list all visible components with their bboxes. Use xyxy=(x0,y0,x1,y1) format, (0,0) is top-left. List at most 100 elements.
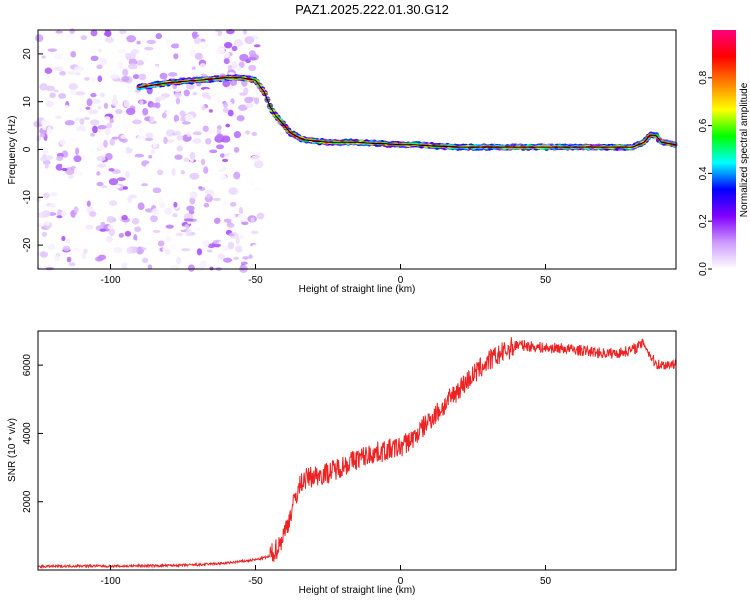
noise-blob xyxy=(243,87,249,95)
y-tick-label: 4000 xyxy=(22,422,33,445)
noise-blob xyxy=(176,135,184,141)
noise-blob xyxy=(225,213,236,221)
noise-blob xyxy=(101,184,108,189)
noise-blob xyxy=(219,153,225,158)
noise-blob xyxy=(97,163,107,168)
noise-blob xyxy=(60,210,67,217)
noise-blob xyxy=(75,147,80,156)
colorbar-ticks: 0.0 0.2 0.4 0.6 0.8 xyxy=(698,70,712,276)
noise-blob xyxy=(51,176,60,182)
noise-blob xyxy=(179,226,187,230)
noise-blob xyxy=(201,104,206,111)
noise-blob xyxy=(252,72,263,78)
noise-blob xyxy=(121,214,128,221)
noise-blob xyxy=(69,28,75,34)
noise-blob xyxy=(47,243,56,250)
noise-blob xyxy=(111,98,119,107)
noise-blob xyxy=(104,128,111,136)
noise-blob xyxy=(97,75,103,83)
noise-blob xyxy=(90,55,99,62)
noise-blob xyxy=(147,71,157,78)
noise-blob xyxy=(193,37,202,45)
snr-plot-area xyxy=(38,331,676,570)
noise-blob xyxy=(55,115,62,120)
noise-blob xyxy=(44,67,53,74)
noise-blob xyxy=(242,144,248,151)
noise-blob xyxy=(126,224,132,231)
noise-blob xyxy=(111,136,119,140)
noise-blob xyxy=(212,197,221,201)
noise-blob xyxy=(127,63,138,70)
noise-blob xyxy=(141,183,149,187)
noise-blob xyxy=(137,202,145,211)
noise-blob xyxy=(54,255,60,261)
y-tick-label: -20 xyxy=(22,237,33,252)
noise-blob xyxy=(125,146,133,154)
noise-blob xyxy=(124,230,132,237)
noise-blob xyxy=(75,213,82,220)
noise-blob xyxy=(184,114,194,123)
noise-blob xyxy=(109,138,115,146)
noise-blob xyxy=(231,61,238,70)
noise-blob xyxy=(225,123,231,128)
noise-blob xyxy=(183,89,190,97)
noise-blob xyxy=(253,160,264,169)
noise-blob xyxy=(164,248,171,255)
noise-blob xyxy=(83,76,91,81)
noise-blob xyxy=(123,100,130,108)
spectrogram-noise xyxy=(33,28,265,273)
x-tick-label: 50 xyxy=(540,576,552,587)
noise-blob xyxy=(222,79,231,88)
noise-blob xyxy=(108,200,118,207)
noise-blob xyxy=(134,162,142,170)
noise-blob xyxy=(211,90,222,96)
noise-blob xyxy=(189,97,199,102)
noise-blob xyxy=(45,100,55,108)
noise-blob xyxy=(235,245,243,253)
noise-blob xyxy=(66,238,71,244)
noise-blob xyxy=(77,130,84,136)
noise-blob xyxy=(155,53,161,61)
noise-blob xyxy=(39,133,46,138)
noise-blob xyxy=(89,211,97,217)
noise-blob xyxy=(158,95,166,101)
noise-blob xyxy=(141,257,149,264)
noise-blob xyxy=(180,170,185,175)
noise-blob xyxy=(53,89,59,93)
noise-blob xyxy=(73,206,79,214)
noise-blob xyxy=(135,138,144,147)
noise-blob xyxy=(148,154,153,159)
noise-blob xyxy=(145,132,154,138)
noise-blob xyxy=(104,37,115,43)
ridge-line xyxy=(139,77,677,148)
noise-blob xyxy=(79,118,85,125)
noise-blob xyxy=(55,238,63,245)
noise-blob xyxy=(214,97,223,103)
noise-blob xyxy=(119,30,127,35)
noise-blob xyxy=(74,167,80,174)
noise-blob xyxy=(161,112,167,119)
noise-blob xyxy=(199,260,208,268)
x-tick-label: -100 xyxy=(100,275,120,286)
noise-blob xyxy=(208,109,213,113)
noise-blob xyxy=(126,97,136,102)
noise-blob xyxy=(85,224,94,230)
noise-blob xyxy=(114,240,120,244)
snr-frame xyxy=(37,330,677,571)
noise-blob xyxy=(97,105,102,110)
noise-blob xyxy=(59,138,67,146)
noise-blob xyxy=(142,107,149,116)
noise-blob xyxy=(113,184,122,189)
noise-blob xyxy=(174,154,183,160)
noise-blob xyxy=(227,109,234,117)
noise-blob xyxy=(173,201,178,208)
noise-blob xyxy=(176,145,184,152)
noise-blob xyxy=(145,163,153,171)
noise-blob xyxy=(211,57,220,61)
noise-blob xyxy=(212,68,219,73)
noise-blob xyxy=(170,264,179,271)
noise-blob xyxy=(233,92,241,97)
noise-blob xyxy=(62,229,70,235)
noise-blob xyxy=(164,207,173,215)
